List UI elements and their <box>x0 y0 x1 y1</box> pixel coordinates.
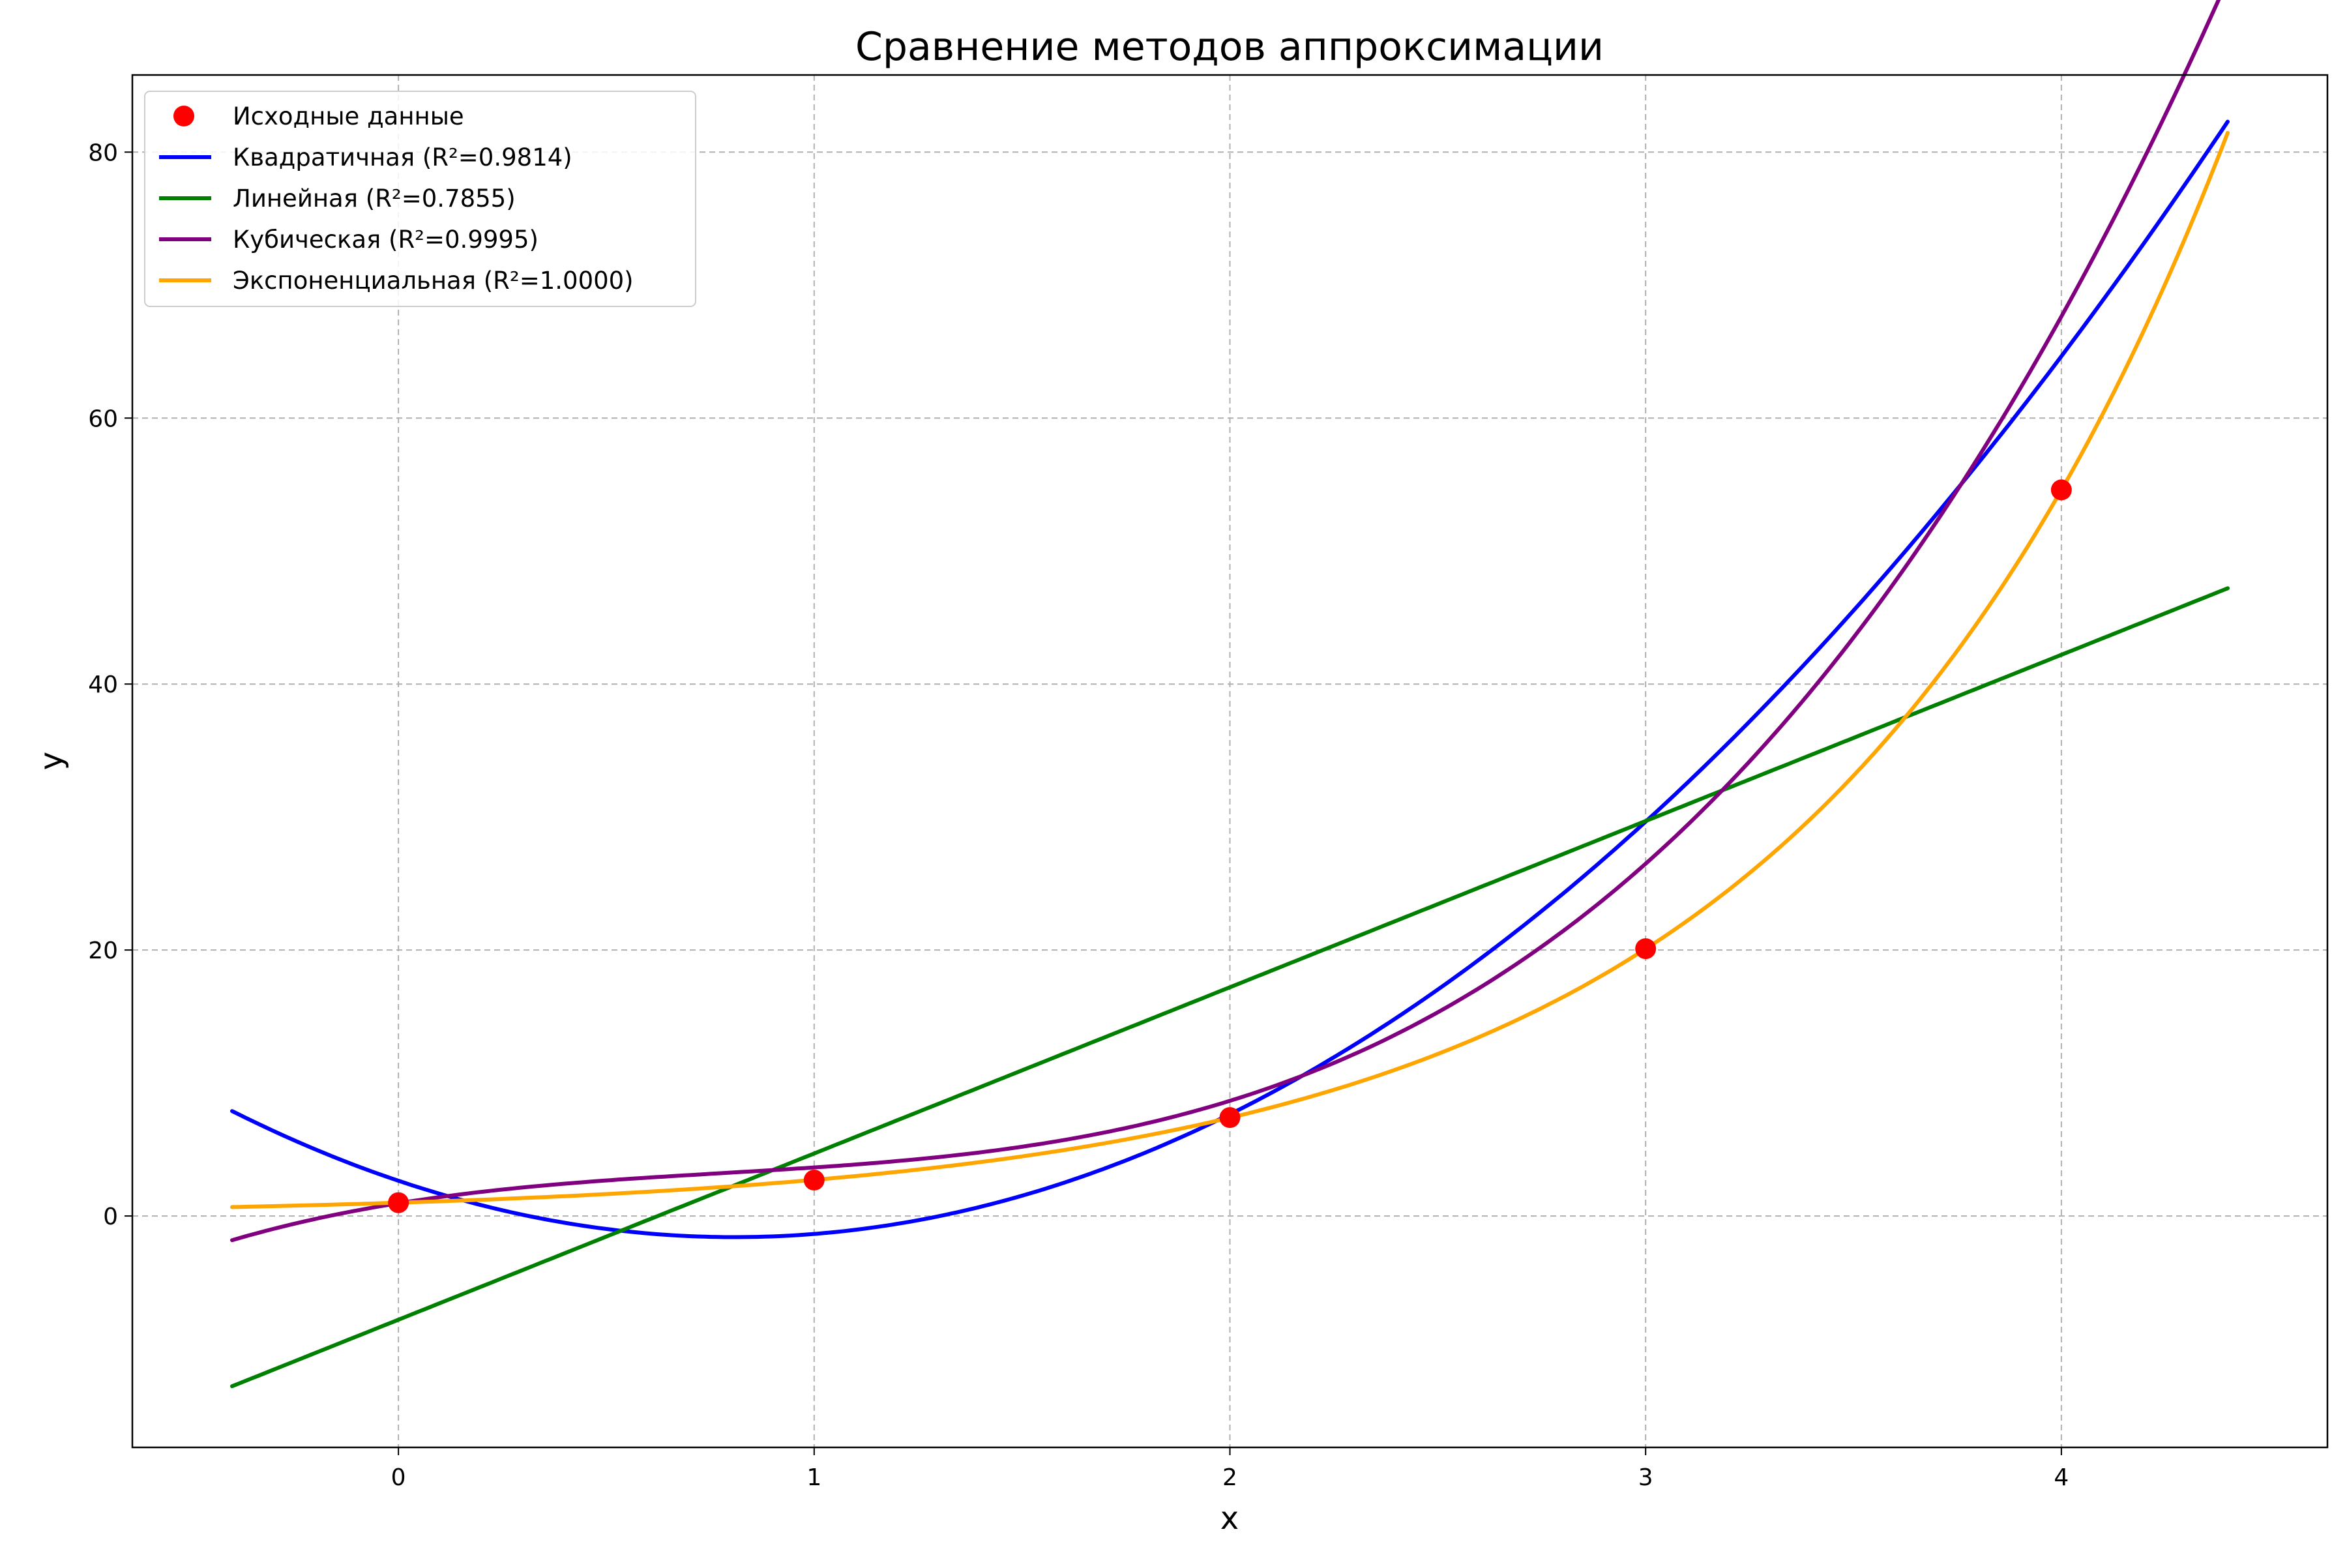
series-line-2 <box>230 586 2230 1389</box>
data-point <box>1635 938 1657 960</box>
legend-box <box>144 91 696 307</box>
data-point <box>388 1192 409 1213</box>
x-tick-label: 1 <box>806 1464 821 1491</box>
legend-marker-data-points <box>173 106 194 126</box>
y-tick-label: 80 <box>88 140 118 166</box>
y-tick-label: 60 <box>88 406 118 432</box>
legend-label-3: Кубическая (R²=0.9995) <box>233 226 539 254</box>
legend-label-data-points: Исходные данные <box>233 102 464 130</box>
y-axis-label: y <box>33 752 70 770</box>
series-line-3 <box>230 0 2221 1243</box>
data-point <box>803 1170 825 1191</box>
x-tick-label: 2 <box>1222 1464 1237 1491</box>
chart-title: Сравнение методов аппроксимации <box>855 24 1604 70</box>
x-tick-label: 0 <box>391 1464 406 1491</box>
legend-label-2: Линейная (R²=0.7855) <box>233 185 516 213</box>
x-axis-label: x <box>1220 1500 1239 1537</box>
data-point <box>1219 1107 1241 1129</box>
data-points <box>388 479 2072 1213</box>
y-tick-label: 0 <box>103 1204 118 1230</box>
y-tick-label: 20 <box>88 938 118 964</box>
y-tick-label: 40 <box>88 672 118 698</box>
legend: Исходные данные Квадратичная (R²=0.9814) Л… <box>144 91 696 307</box>
x-tick-label: 4 <box>2054 1464 2069 1491</box>
legend-label-1: Квадратичная (R²=0.9814) <box>233 143 572 171</box>
x-tick-label: 3 <box>1638 1464 1653 1491</box>
legend-label-4: Экспоненциальная (R²=1.0000) <box>233 267 634 295</box>
data-point <box>2050 479 2072 501</box>
